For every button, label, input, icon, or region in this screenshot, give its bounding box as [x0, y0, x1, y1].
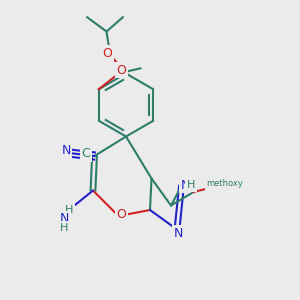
Text: O: O: [211, 180, 220, 193]
Text: H: H: [187, 180, 195, 190]
Text: H: H: [65, 205, 73, 215]
Text: C: C: [82, 147, 91, 160]
Text: methoxy: methoxy: [207, 179, 243, 188]
Text: O: O: [116, 64, 126, 77]
Text: H: H: [60, 223, 69, 233]
Text: N: N: [180, 178, 190, 192]
Text: N: N: [60, 212, 69, 226]
Text: N: N: [174, 227, 183, 240]
Text: N: N: [61, 143, 71, 157]
Text: O: O: [117, 208, 126, 221]
Text: O: O: [102, 46, 112, 60]
